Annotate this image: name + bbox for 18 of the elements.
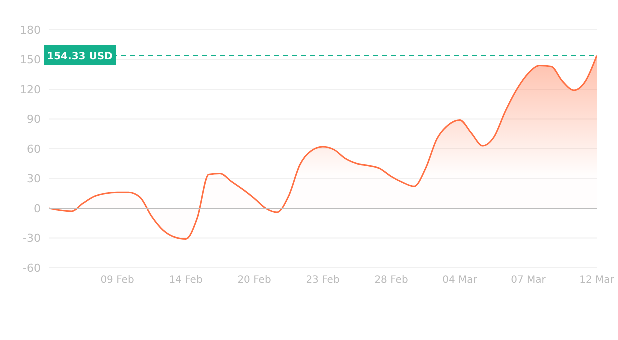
x-tick-label: 07 Mar (511, 275, 547, 286)
y-tick-label: 180 (20, 24, 41, 37)
y-tick-label: 30 (27, 172, 41, 186)
y-tick-label: 150 (20, 54, 41, 67)
x-tick-label: 23 Feb (306, 275, 340, 286)
y-tick-label: 0 (34, 202, 41, 216)
x-tick-label: 28 Feb (374, 275, 408, 286)
x-tick-label: 12 Mar (580, 275, 616, 286)
y-tick-label: 120 (20, 83, 41, 96)
y-tick-label: -60 (23, 262, 41, 275)
ref-line-label: 154.33 USD (47, 51, 113, 62)
x-tick-label: 09 Feb (100, 275, 134, 286)
y-tick-label: 60 (27, 142, 41, 156)
x-tick-label: 14 Feb (169, 275, 203, 286)
y-tick-label: 90 (27, 113, 41, 126)
x-tick-label: 20 Feb (238, 275, 272, 286)
y-tick-label: -30 (23, 232, 41, 246)
x-tick-label: 04 Mar (442, 275, 478, 286)
